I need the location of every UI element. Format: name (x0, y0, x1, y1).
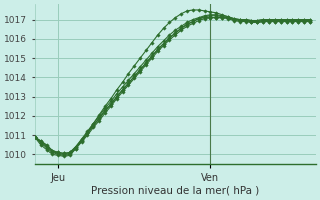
X-axis label: Pression niveau de la mer( hPa ): Pression niveau de la mer( hPa ) (91, 186, 260, 196)
